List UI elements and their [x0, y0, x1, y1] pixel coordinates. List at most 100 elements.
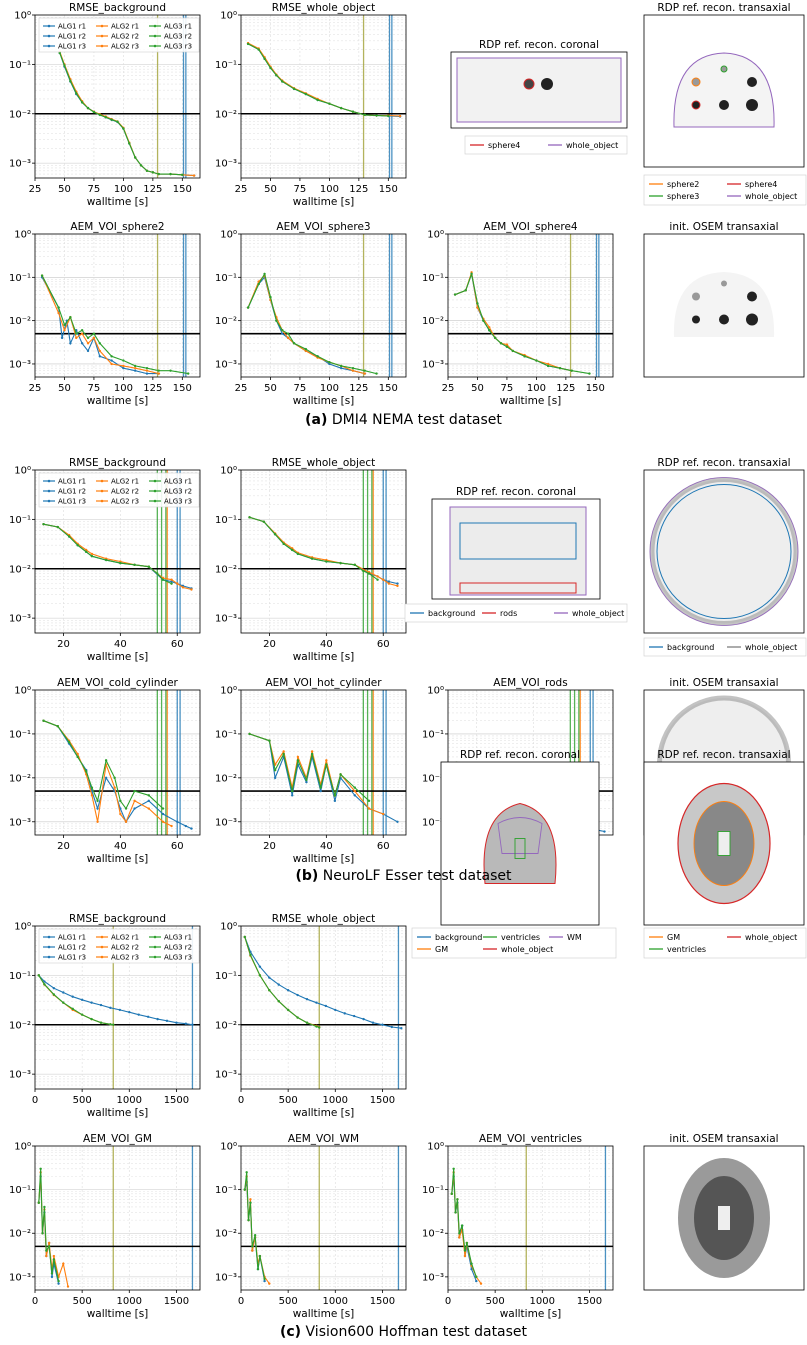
data-point: [187, 372, 190, 375]
x-axis-label: walltime [s]: [293, 196, 355, 208]
legend-label: ALG1 r3: [58, 498, 86, 506]
y-tick-label: 10⁻²: [215, 1020, 237, 1031]
legend-label: ALG2 r1: [111, 478, 139, 486]
data-point: [52, 986, 56, 990]
panel-title: init. OSEM transaxial: [669, 677, 778, 689]
panel-title: init. OSEM transaxial: [669, 221, 778, 233]
data-point: [328, 360, 331, 364]
data-point: [128, 142, 131, 145]
chart-c4: 10⁰ 10⁻¹ 10⁻² 10⁻³ 0 500 1000 1500 AEM_VOI_WMwal…: [215, 1133, 407, 1320]
data-point: [113, 776, 116, 780]
data-point: [460, 1224, 464, 1227]
image-panel-b_cor: RDP ref. recon. coronal background rods who…: [404, 486, 628, 623]
legend-box: [38, 928, 200, 964]
data-point: [310, 557, 314, 560]
legend-label: ALG2 r3: [111, 498, 139, 506]
series-line-alg3: [451, 1168, 477, 1278]
ventricles-region: [717, 831, 731, 856]
data-point: [76, 543, 79, 547]
legend-box: [404, 603, 628, 623]
data-point: [505, 343, 509, 346]
data-point: [493, 336, 497, 340]
data-point: [588, 372, 591, 375]
data-point: [37, 974, 40, 977]
data-point: [119, 799, 122, 803]
data-point: [292, 342, 296, 345]
data-point: [98, 349, 102, 353]
data-point: [165, 1019, 169, 1023]
panel-legend: background rods whole_object: [404, 603, 628, 623]
data-point: [63, 323, 66, 327]
x-tick-label: 150: [379, 184, 398, 195]
data-point: [90, 552, 94, 556]
chart-b4: 10⁰ 10⁻¹ 10⁻² 10⁻³ 20 40 60 AEM_VOI_hot_cylinde…: [215, 677, 407, 865]
data-point: [124, 820, 128, 823]
y-tick-label: 10⁻³: [215, 1070, 237, 1081]
data-point: [110, 355, 113, 358]
panel-title: RDP ref. recon. coronal: [479, 39, 599, 51]
data-point: [505, 345, 509, 348]
data-point: [387, 580, 391, 583]
x-tick-label: 100: [114, 383, 133, 394]
caption-b: (b) NeuroLF Esser test dataset: [295, 868, 512, 884]
data-point: [181, 173, 184, 177]
data-point: [104, 759, 108, 762]
data-point: [128, 1010, 131, 1014]
image-panel-a_osem: init. OSEM transaxial: [643, 221, 805, 378]
data-point: [339, 364, 343, 368]
plot-frame: [34, 469, 201, 634]
legend-label: ALG2 r3: [111, 43, 139, 51]
panel-legend: sphere2 sphere4 sphere3 whole_object: [643, 174, 807, 206]
series-group: [42, 522, 193, 591]
sphere-hot: [541, 78, 553, 90]
series-group: [248, 732, 399, 823]
x-tick-label: 75: [294, 184, 307, 195]
data-point: [176, 582, 179, 585]
x-axis-label: walltime [s]: [87, 395, 149, 407]
legend-marker: [153, 945, 157, 949]
data-point: [42, 522, 45, 526]
data-point: [71, 1007, 74, 1011]
y-tick-label: 10⁻²: [215, 773, 237, 784]
sphere: [746, 99, 758, 111]
data-point: [291, 547, 294, 550]
chart-a2: 10⁰ 10⁻¹ 10⁻² 10⁻³ 25 50 75 100 125 150 RMSE_whole…: [215, 2, 407, 208]
data-point: [362, 569, 365, 573]
data-point: [375, 372, 378, 375]
legend-label: whole_object: [745, 933, 797, 942]
data-point: [482, 319, 485, 322]
panel-title: init. OSEM transaxial: [669, 1133, 778, 1145]
legend-label: whole_object: [572, 609, 624, 618]
data-point: [175, 1021, 178, 1024]
legend-label: WM: [567, 933, 582, 942]
data-point: [296, 1016, 299, 1019]
data-point: [275, 74, 278, 77]
data-point: [367, 807, 371, 810]
y-tick-label: 10⁰: [220, 230, 237, 241]
data-point: [133, 369, 137, 372]
x-tick-label: 1000: [117, 1095, 142, 1106]
data-point: [139, 164, 143, 167]
legend-label: whole_object: [566, 141, 618, 150]
chart-title: AEM_VOI_ventricles: [479, 1133, 582, 1145]
series-group: [243, 935, 403, 1030]
x-tick-label: 1500: [577, 1296, 602, 1307]
legend-box: [643, 927, 807, 959]
legend-marker: [47, 935, 51, 939]
y-tick-label: 10⁻¹: [422, 729, 444, 740]
x-tick-label: 150: [586, 383, 605, 394]
data-point: [104, 776, 108, 780]
y-tick-label: 10⁻³: [422, 359, 444, 370]
data-point: [387, 114, 390, 118]
background-contour: [656, 484, 792, 619]
data-point: [47, 1245, 51, 1248]
data-point: [56, 724, 59, 728]
data-point: [269, 66, 272, 70]
x-tick-label: 40: [320, 841, 333, 852]
data-point: [245, 1171, 248, 1174]
x-tick-label: 125: [556, 383, 575, 394]
data-point: [363, 372, 366, 375]
data-point: [246, 306, 250, 309]
data-point: [75, 92, 78, 95]
data-point: [470, 1267, 473, 1271]
